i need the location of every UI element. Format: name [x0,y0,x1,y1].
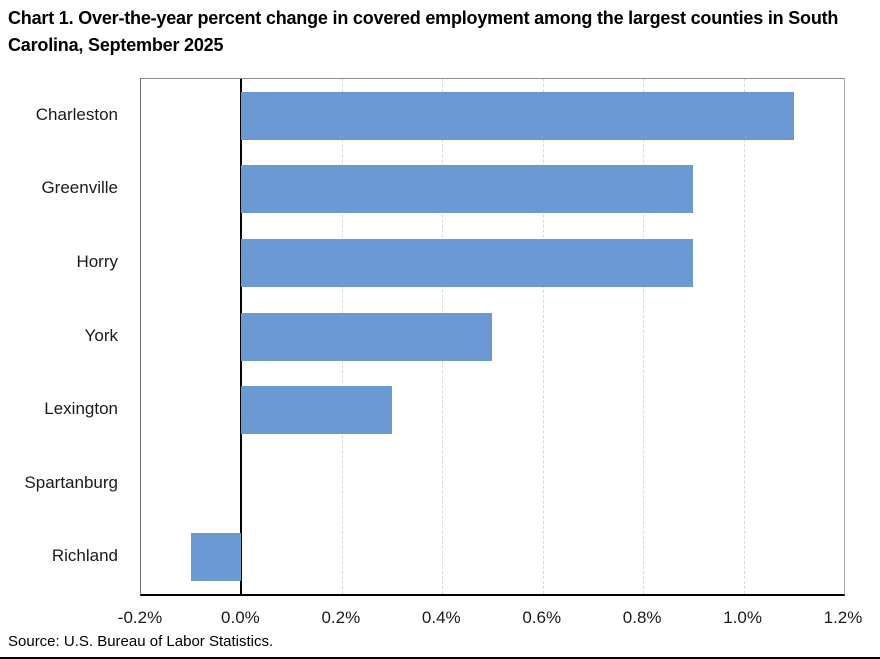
category-label-greenville: Greenville [41,178,118,198]
x-tick-label-1.0%: 1.0% [723,608,762,627]
figure-bottom-border [0,657,880,659]
category-label-charleston: Charleston [35,104,118,124]
x-tick-label--0.2%: -0.2% [117,608,163,627]
bar-lexington [241,386,393,435]
gridline-0.8% [643,79,645,594]
category-label-york: York [84,325,118,345]
x-tick-label-0.0%: 0.0% [221,608,260,627]
gridline-0.6% [542,79,544,594]
bar-greenville [241,165,694,214]
category-label-spartanburg: Spartanburg [24,472,118,492]
x-tick-label-0.4%: 0.4% [421,608,461,627]
bar-horry [241,238,694,287]
category-label-horry: Horry [76,251,118,271]
plot-area [140,78,845,596]
x-tick-label-0.8%: 0.8% [622,608,662,627]
x-tick-label-1.2%: 1.2% [823,608,863,627]
chart-title: Chart 1. Over-the-year percent change in… [8,8,839,55]
x-tick-label-0.2%: 0.2% [321,608,361,627]
category-label-richland: Richland [51,546,118,566]
source-note: Source: U.S. Bureau of Labor Statistics. [8,633,274,650]
category-label-lexington: Lexington [44,399,118,419]
bar-richland [191,533,242,582]
bar-york [241,312,493,361]
gridline-1.0% [743,79,745,594]
bar-charleston [241,91,794,140]
x-tick-label-0.6%: 0.6% [522,608,562,627]
